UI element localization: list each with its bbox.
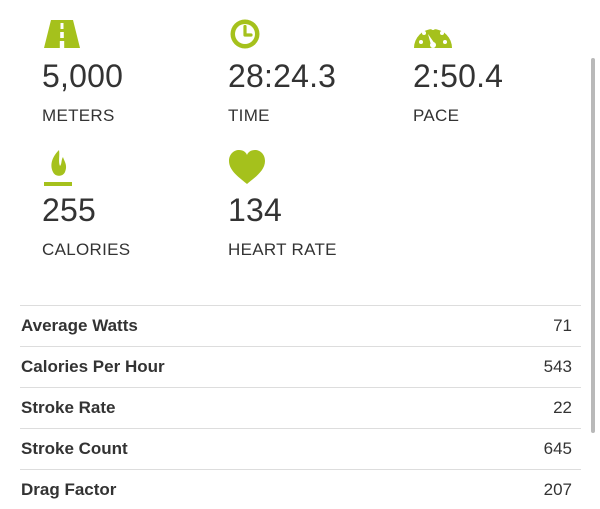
stat-time: 28:24.3 TIME — [228, 14, 398, 134]
list-item: Stroke Rate 22 — [20, 388, 581, 429]
stroke-count-label: Stroke Count — [21, 439, 128, 458]
list-item: Calories Per Hour 543 — [20, 347, 581, 388]
meters-label: METERS — [42, 106, 115, 125]
drag-factor-label: Drag Factor — [21, 480, 117, 499]
list-item: Average Watts 71 — [20, 306, 581, 347]
heart-icon — [228, 148, 268, 188]
details-list: Average Watts 71 Calories Per Hour 543 S… — [20, 305, 581, 509]
list-item: Stroke Count 645 — [20, 429, 581, 470]
calories-value: 255 — [42, 192, 96, 228]
pace-label: PACE — [413, 106, 460, 125]
average-watts-label: Average Watts — [21, 316, 138, 335]
calories-label: CALORIES — [42, 240, 131, 259]
meters-value: 5,000 — [42, 58, 124, 94]
stroke-rate-value: 22 — [553, 398, 572, 417]
flame-icon — [42, 148, 82, 188]
calories-per-hour-value: 543 — [543, 357, 572, 376]
average-watts-value: 71 — [553, 316, 572, 335]
stroke-rate-label: Stroke Rate — [21, 398, 116, 417]
road-icon — [42, 14, 82, 54]
clock-icon — [228, 14, 268, 54]
heart-rate-label: HEART RATE — [228, 240, 337, 259]
pace-value: 2:50.4 — [413, 58, 504, 94]
stroke-count-value: 645 — [543, 439, 572, 458]
heart-rate-value: 134 — [228, 192, 282, 228]
drag-factor-value: 207 — [543, 480, 572, 499]
stat-meters: 5,000 METERS — [42, 14, 212, 134]
speedometer-icon — [413, 14, 453, 54]
stat-heart-rate: 134 HEART RATE — [228, 148, 398, 268]
list-item: Drag Factor 207 — [20, 470, 581, 509]
time-value: 28:24.3 — [228, 58, 337, 94]
scrollbar[interactable] — [591, 58, 595, 433]
stat-calories: 255 CALORIES — [42, 148, 212, 268]
time-label: TIME — [228, 106, 270, 125]
stat-pace: 2:50.4 PACE — [413, 14, 583, 134]
calories-per-hour-label: Calories Per Hour — [21, 357, 165, 376]
